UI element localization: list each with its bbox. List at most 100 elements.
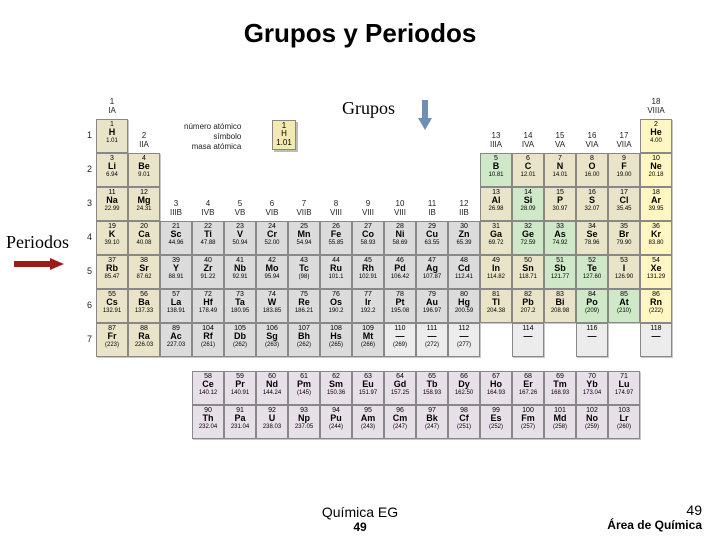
element-cell: 85At(210) [608, 289, 640, 323]
element-cell: 72Hf178.49 [192, 289, 224, 323]
element-cell: 19K39.10 [96, 221, 128, 255]
element-cell: 76Os190.2 [320, 289, 352, 323]
element-cell: 47Ag107.87 [416, 255, 448, 289]
group-header: 11IB [416, 199, 448, 217]
element-cell: 94Pu(244) [320, 405, 352, 439]
group-header: 2IIA [128, 131, 160, 149]
element-cell: 81Tl204.38 [480, 289, 512, 323]
element-cell: 93Np237.05 [288, 405, 320, 439]
arrow-down-icon [418, 100, 432, 130]
group-header: 8VIII [320, 199, 352, 217]
element-cell: 61Pm(145) [288, 371, 320, 405]
group-header: 7VIIB [288, 199, 320, 217]
legend-element-h: 1 H 1.01 [272, 120, 296, 150]
group-header: 1IA [96, 97, 128, 115]
element-cell: 4Be9.01 [128, 153, 160, 187]
element-cell: 111—(272) [416, 323, 448, 357]
element-cell: 23V50.94 [224, 221, 256, 255]
element-cell: 101Md(258) [544, 405, 576, 439]
element-cell: 114— [512, 323, 544, 357]
element-cell: 37Rb85.47 [96, 255, 128, 289]
legend-box: número atómico símbolo masa atómica [184, 122, 241, 152]
element-cell: 30Zn65.39 [448, 221, 480, 255]
element-cell: 36Kr83.80 [640, 221, 672, 255]
element-cell: 52Te127.60 [576, 255, 608, 289]
element-cell: 91Pa231.04 [224, 405, 256, 439]
element-cell: 95Am(243) [352, 405, 384, 439]
slide-title: Grupos y Periodos [0, 18, 720, 49]
element-cell: 22Ti47.88 [192, 221, 224, 255]
element-cell: 78Pt195.08 [384, 289, 416, 323]
element-cell: 32Ge72.59 [512, 221, 544, 255]
element-cell: 90Th232.04 [192, 405, 224, 439]
element-cell: 27Co58.93 [352, 221, 384, 255]
element-cell: 1H1.01 [96, 119, 128, 153]
element-cell: 15P30.97 [544, 187, 576, 221]
element-cell: 79Au196.97 [416, 289, 448, 323]
element-cell: 6C12.01 [512, 153, 544, 187]
element-cell: 44Ru101.1 [320, 255, 352, 289]
element-cell: 24Cr52.00 [256, 221, 288, 255]
element-cell: 21Sc44.96 [160, 221, 192, 255]
period-number: 4 [82, 232, 92, 242]
element-cell: 71Lu174.97 [608, 371, 640, 405]
element-cell: 109Mt(266) [352, 323, 384, 357]
element-cell: 75Re186.21 [288, 289, 320, 323]
element-cell: 38Sr87.62 [128, 255, 160, 289]
element-cell: 33As74.92 [544, 221, 576, 255]
group-header: 14IVA [512, 131, 544, 149]
element-cell: 50Sn118.71 [512, 255, 544, 289]
element-cell: 87Fr(223) [96, 323, 128, 357]
element-cell: 118— [640, 323, 672, 357]
legend-line-2: símbolo [184, 132, 241, 142]
element-cell: 99Es(252) [480, 405, 512, 439]
element-cell: 59Pr140.91 [224, 371, 256, 405]
element-cell: 54Xe131.29 [640, 255, 672, 289]
group-header: 6VIB [256, 199, 288, 217]
element-cell: 56Ba137.33 [128, 289, 160, 323]
element-cell: 69Tm168.93 [544, 371, 576, 405]
footer-page: 49 [686, 502, 702, 518]
element-cell: 34Se78.96 [576, 221, 608, 255]
element-cell: 43Tc(98) [288, 255, 320, 289]
element-cell: 26Fe55.85 [320, 221, 352, 255]
element-cell: 108Hs(265) [320, 323, 352, 357]
element-cell: 92U238.03 [256, 405, 288, 439]
element-cell: 84Po(209) [576, 289, 608, 323]
group-header: 18VIIIA [640, 97, 672, 115]
element-cell: 20Ca40.08 [128, 221, 160, 255]
element-cell: 116— [576, 323, 608, 357]
element-cell: 96Cm(247) [384, 405, 416, 439]
element-cell: 11Na22.99 [96, 187, 128, 221]
group-header: 17VIIA [608, 131, 640, 149]
element-cell: 65Tb158.93 [416, 371, 448, 405]
element-cell: 25Mn54.94 [288, 221, 320, 255]
element-cell: 80Hg200.59 [448, 289, 480, 323]
period-number: 2 [82, 164, 92, 174]
group-header: 10VIII [384, 199, 416, 217]
element-cell: 68Er167.26 [512, 371, 544, 405]
element-cell: 86Rn(222) [640, 289, 672, 323]
element-cell: 8O16.00 [576, 153, 608, 187]
element-cell: 63Eu151.97 [352, 371, 384, 405]
element-cell: 13Al26.98 [480, 187, 512, 221]
element-cell: 16S32.07 [576, 187, 608, 221]
element-cell: 110—(269) [384, 323, 416, 357]
element-cell: 82Pb207.2 [512, 289, 544, 323]
group-header: 5VB [224, 199, 256, 217]
period-number: 6 [82, 300, 92, 310]
element-cell: 58Ce140.12 [192, 371, 224, 405]
element-cell: 40Zr91.22 [192, 255, 224, 289]
element-cell: 73Ta180.95 [224, 289, 256, 323]
period-number: 5 [82, 266, 92, 276]
group-header: 12IIB [448, 199, 480, 217]
element-cell: 112—(277) [448, 323, 480, 357]
element-cell: 10Ne20.18 [640, 153, 672, 187]
element-cell: 18Ar39.95 [640, 187, 672, 221]
element-cell: 62Sm150.36 [320, 371, 352, 405]
element-cell: 102No(259) [576, 405, 608, 439]
group-header: 16VIA [576, 131, 608, 149]
element-cell: 64Gd157.25 [384, 371, 416, 405]
element-cell: 29Cu63.55 [416, 221, 448, 255]
element-cell: 88Ra226.03 [128, 323, 160, 357]
